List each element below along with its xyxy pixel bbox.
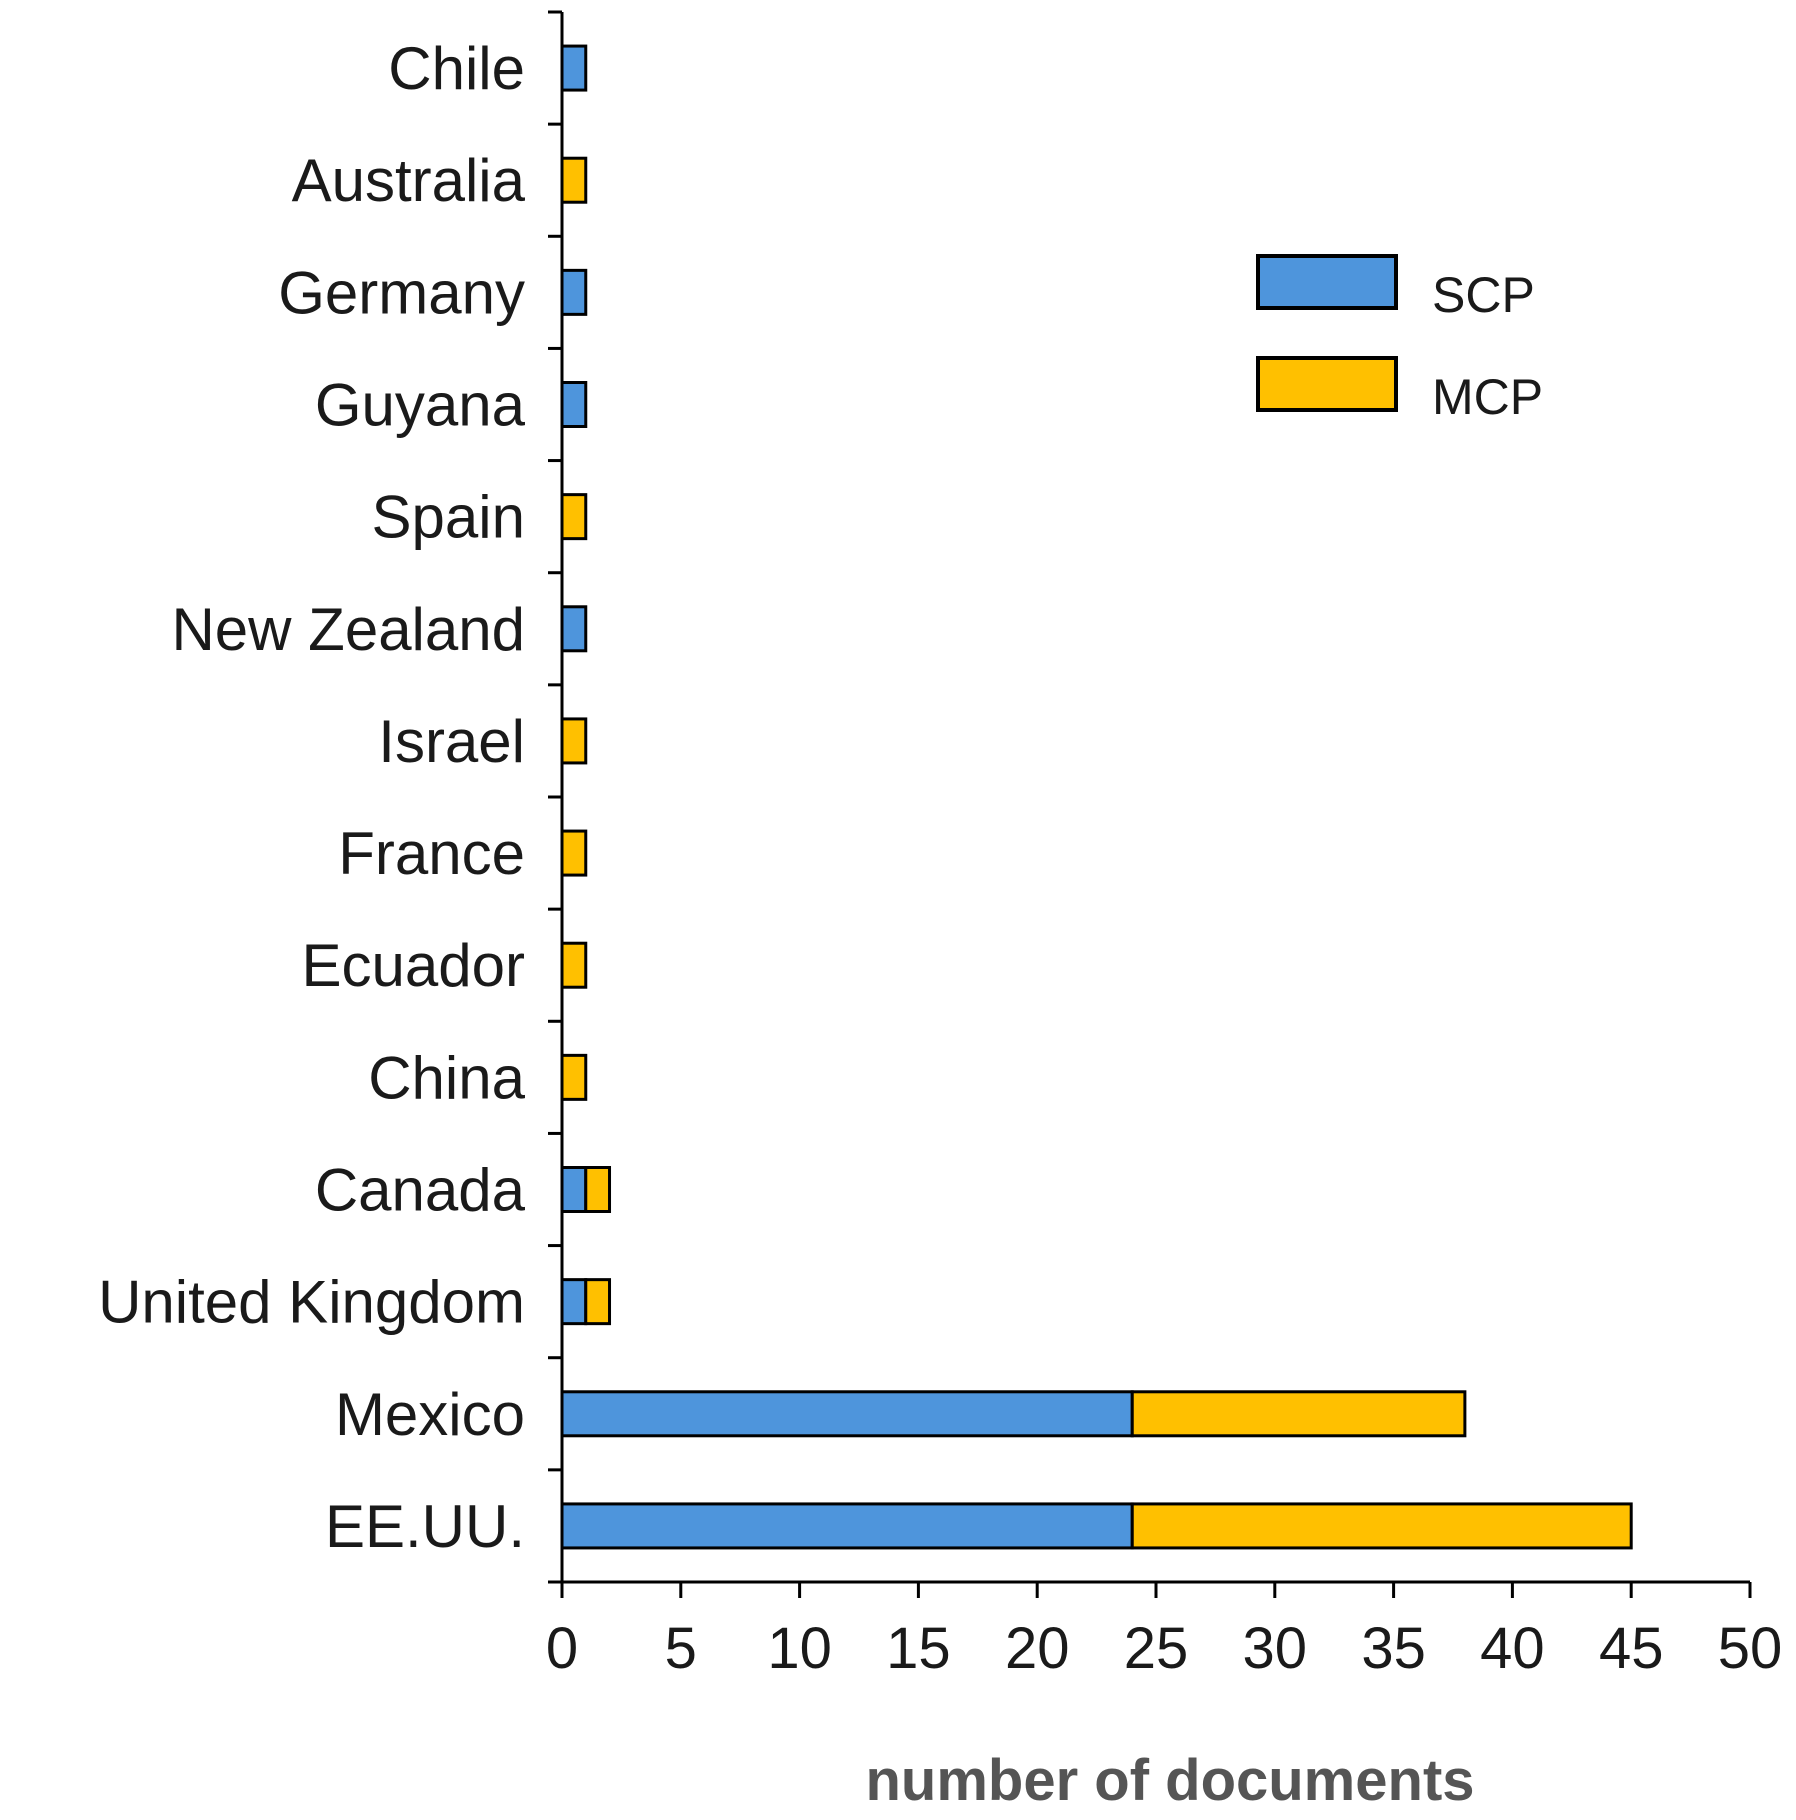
bar-mcp-6	[560, 717, 588, 765]
category-label-2: Germany	[278, 259, 525, 326]
legend-swatch-mcp	[1256, 356, 1398, 412]
x-tick-label-3: 15	[886, 1616, 951, 1681]
category-label-12: Mexico	[335, 1381, 525, 1448]
category-label-5: New Zealand	[171, 596, 525, 663]
bar-mcp-9	[560, 1053, 588, 1101]
x-axis-title: number of documents	[865, 1748, 1474, 1813]
x-axis: 0 5 10 15 20 25 30 35 40 45 50	[546, 1580, 1783, 1681]
category-label-6: Israel	[378, 708, 525, 775]
bar-mcp-10	[584, 1166, 612, 1213]
x-tick-label-1: 5	[665, 1616, 697, 1681]
x-tick-label-0: 0	[546, 1616, 578, 1681]
bar-mcp-12	[1130, 1390, 1467, 1438]
category-label-11: United Kingdom	[98, 1269, 525, 1336]
bar-mcp-4	[560, 493, 588, 541]
x-tick-label-2: 10	[767, 1616, 832, 1681]
category-label-0: Chile	[388, 35, 525, 102]
bar-scp-2	[560, 268, 588, 316]
bar-scp-3	[560, 381, 588, 428]
bar-scp-5	[560, 605, 588, 653]
x-tick-label-5: 25	[1124, 1616, 1189, 1681]
bar-scp-10	[560, 1166, 588, 1213]
bar-scp-13	[560, 1502, 1134, 1550]
category-label-3: Guyana	[315, 372, 526, 439]
bar-mcp-8	[560, 941, 588, 989]
category-label-7: France	[338, 820, 525, 887]
bar-mcp-11	[584, 1278, 612, 1326]
category-label-8: Ecuador	[302, 932, 525, 999]
x-tick-label-6: 30	[1243, 1616, 1308, 1681]
bar-scp-11	[560, 1278, 588, 1326]
y-axis: Chile Australia Germany Guyana Spain New Zeal…	[98, 10, 564, 1584]
category-label-13: EE.UU.	[325, 1493, 525, 1560]
legend-swatch-scp	[1256, 254, 1398, 310]
legend-label-mcp: MCP	[1432, 369, 1543, 425]
legend: SCP MCP	[1256, 254, 1543, 425]
x-tick-label-7: 35	[1361, 1616, 1426, 1681]
bar-scp-0	[560, 44, 588, 92]
x-tick-label-8: 40	[1480, 1616, 1545, 1681]
category-label-4: Spain	[372, 484, 525, 551]
category-label-10: Canada	[315, 1157, 526, 1224]
x-tick-label-10: 50	[1718, 1616, 1783, 1681]
x-tick-label-9: 45	[1599, 1616, 1664, 1681]
x-tick-label-4: 20	[1005, 1616, 1070, 1681]
bar-mcp-1	[560, 156, 588, 204]
category-label-9: China	[368, 1044, 525, 1111]
legend-label-scp: SCP	[1432, 267, 1535, 323]
bar-mcp-13	[1130, 1502, 1633, 1550]
bar-mcp-7	[560, 829, 588, 877]
bar-scp-12	[560, 1390, 1134, 1438]
category-label-1: Australia	[292, 147, 526, 214]
